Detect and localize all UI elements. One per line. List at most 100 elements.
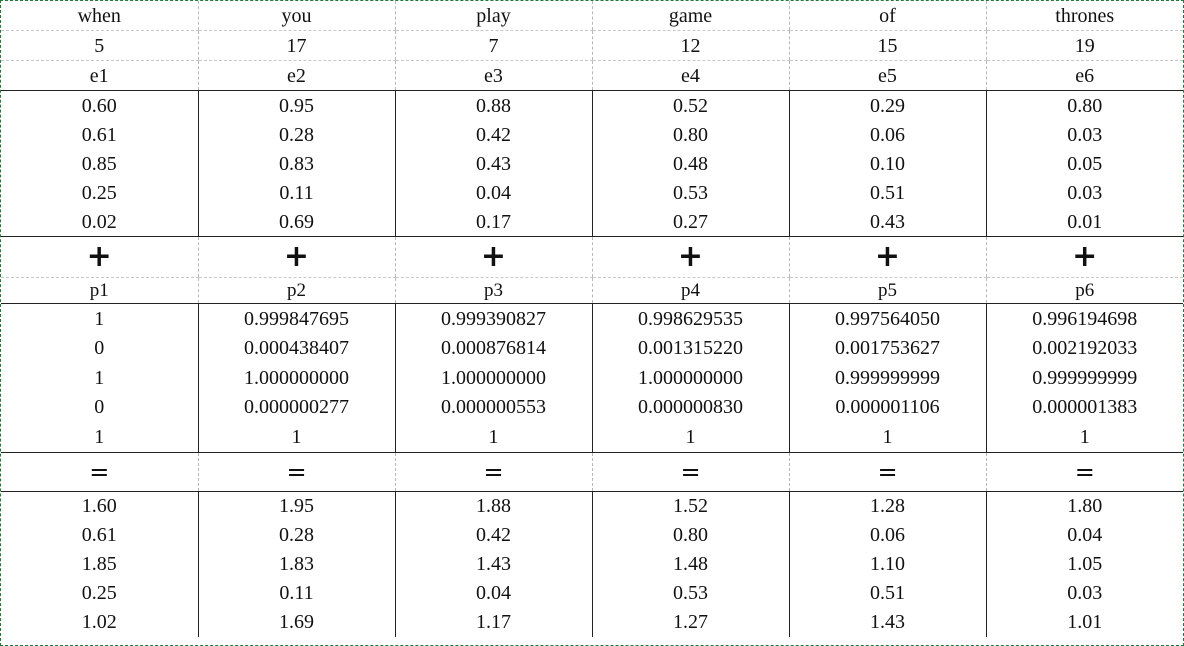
embedding-cell[interactable]: 0.04 [394,178,592,207]
position-encoding-cell[interactable]: 0 [94,337,105,360]
embedding-label-cell[interactable]: e2 [197,60,395,91]
position-cell[interactable]: 15 [788,30,986,61]
position-encoding-cell[interactable]: 1.000000000 [394,363,592,393]
position-encoding-cell[interactable]: 1.000000000 [197,363,395,393]
embedding-label-cell[interactable]: e5 [788,60,986,91]
embedding-cell[interactable]: 0.52 [591,90,789,120]
position-encoding-cell[interactable]: 1.000000000 [591,363,789,393]
embedding-cell[interactable]: 0.83 [197,149,395,178]
embedding-cell[interactable]: 0.51 [788,178,986,207]
embedding-cell[interactable]: 0.53 [591,178,789,207]
embedding-cell[interactable]: 0.06 [788,120,986,149]
position-encoding-cell[interactable]: 0.999847695 [197,303,395,334]
embedding-cell[interactable]: 0.03 [985,178,1183,207]
embedding-cell[interactable]: 0.05 [985,149,1183,178]
position-cell[interactable]: 19 [985,30,1183,61]
position-cell[interactable]: 12 [591,30,789,61]
position-encoding-cell[interactable]: 0.999999999 [788,363,986,393]
plus-sign[interactable]: + [591,236,789,278]
result-cell[interactable]: 1.43 [394,549,592,579]
embedding-cell[interactable]: 0.80 [985,90,1183,120]
embedding-cell[interactable]: 0.80 [591,120,789,149]
position-encoding-cell[interactable]: 0.001753627 [788,333,986,363]
plus-sign[interactable]: + [985,236,1183,278]
position-encoding-cell[interactable]: 1 [394,422,592,453]
position-encoding-cell[interactable]: 0.000001106 [788,392,986,422]
embedding-label-cell[interactable]: e4 [591,60,789,91]
equals-sign[interactable]: = [197,452,395,492]
embedding-cell[interactable]: 0.42 [394,120,592,149]
result-cell[interactable]: 1.28 [788,491,986,521]
result-cell[interactable]: 0.03 [985,578,1183,608]
result-cell[interactable]: 0.04 [394,578,592,608]
result-cell[interactable]: 0.06 [788,520,986,550]
position-encoding-cell[interactable]: 1 [197,422,395,453]
embedding-cell[interactable]: 0.43 [788,207,986,237]
result-cell[interactable]: 0.04 [985,520,1183,550]
result-cell[interactable]: 0.28 [197,520,395,550]
embedding-cell[interactable]: 0.25 [81,181,117,204]
result-cell[interactable]: 1.43 [788,607,986,637]
embedding-cell[interactable]: 0.27 [591,207,789,237]
result-cell[interactable]: 1.01 [985,607,1183,637]
result-cell[interactable]: 1.02 [81,611,117,633]
position-encoding-cell[interactable]: 1 [94,307,105,330]
embedding-cell[interactable]: 0.69 [197,207,395,237]
position-encoding-cell[interactable]: 0.996194698 [985,303,1183,334]
result-cell[interactable]: 0.25 [81,582,117,604]
plus-sign[interactable]: + [788,236,986,278]
position-label-cell[interactable]: p2 [197,277,395,304]
position-encoding-cell[interactable]: 0.000438407 [197,333,395,363]
position-encoding-cell[interactable]: 0.000000553 [394,392,592,422]
embedding-cell[interactable]: 0.17 [394,207,592,237]
result-cell[interactable]: 1.10 [788,549,986,579]
position-encoding-cell[interactable]: 0.000876814 [394,333,592,363]
embedding-cell[interactable]: 0.43 [394,149,592,178]
embedding-label-cell[interactable]: e3 [394,60,592,91]
result-cell[interactable]: 1.83 [197,549,395,579]
position-label-cell[interactable]: p5 [788,277,986,304]
embedding-cell[interactable]: 0.29 [788,90,986,120]
result-cell[interactable]: 1.60 [81,495,117,517]
position-encoding-cell[interactable]: 0.000001383 [985,392,1183,422]
position-label-cell[interactable]: p3 [394,277,592,304]
plus-sign[interactable]: + [197,236,395,278]
position-encoding-cell[interactable]: 1 [985,422,1183,453]
embedding-cell[interactable]: 0.85 [81,152,117,175]
result-cell[interactable]: 1.95 [197,491,395,521]
position-label-cell[interactable]: p6 [985,277,1183,304]
result-cell[interactable]: 1.05 [985,549,1183,579]
plus-sign[interactable]: + [394,236,592,278]
equals-sign[interactable]: = [394,452,592,492]
position-encoding-cell[interactable]: 0.001315220 [591,333,789,363]
result-cell[interactable]: 0.61 [81,524,117,546]
result-cell[interactable]: 0.53 [591,578,789,608]
embedding-label-cell[interactable]: e1 [1,60,198,91]
result-cell[interactable]: 1.85 [81,553,117,575]
position-encoding-cell[interactable]: 1 [591,422,789,453]
position-cell[interactable]: 17 [197,30,395,61]
position-label-cell[interactable]: p1 [1,277,198,304]
position-encoding-cell[interactable]: 0.998629535 [591,303,789,334]
embedding-label-cell[interactable]: e6 [985,60,1183,91]
embedding-cell[interactable]: 0.88 [394,90,592,120]
result-cell[interactable]: 1.80 [985,491,1183,521]
word-cell[interactable]: thrones [985,1,1183,31]
position-encoding-cell[interactable]: 0.002192033 [985,333,1183,363]
equals-sign[interactable]: = [985,452,1183,492]
result-cell[interactable]: 0.80 [591,520,789,550]
position-cell[interactable]: 5 [1,30,198,61]
equals-sign[interactable]: = [591,452,789,492]
embedding-cell[interactable]: 0.03 [985,120,1183,149]
embedding-cell[interactable]: 0.11 [197,178,395,207]
position-encoding-cell[interactable]: 0.000000830 [591,392,789,422]
embedding-cell[interactable]: 0.60 [81,94,117,117]
position-encoding-cell[interactable]: 0 [94,396,105,419]
plus-sign[interactable]: + [1,236,198,278]
embedding-cell[interactable]: 0.10 [788,149,986,178]
position-encoding-cell[interactable]: 1 [1,422,198,453]
result-cell[interactable]: 1.27 [591,607,789,637]
result-cell[interactable]: 0.51 [788,578,986,608]
result-cell[interactable]: 1.52 [591,491,789,521]
equals-sign[interactable]: = [1,452,198,492]
